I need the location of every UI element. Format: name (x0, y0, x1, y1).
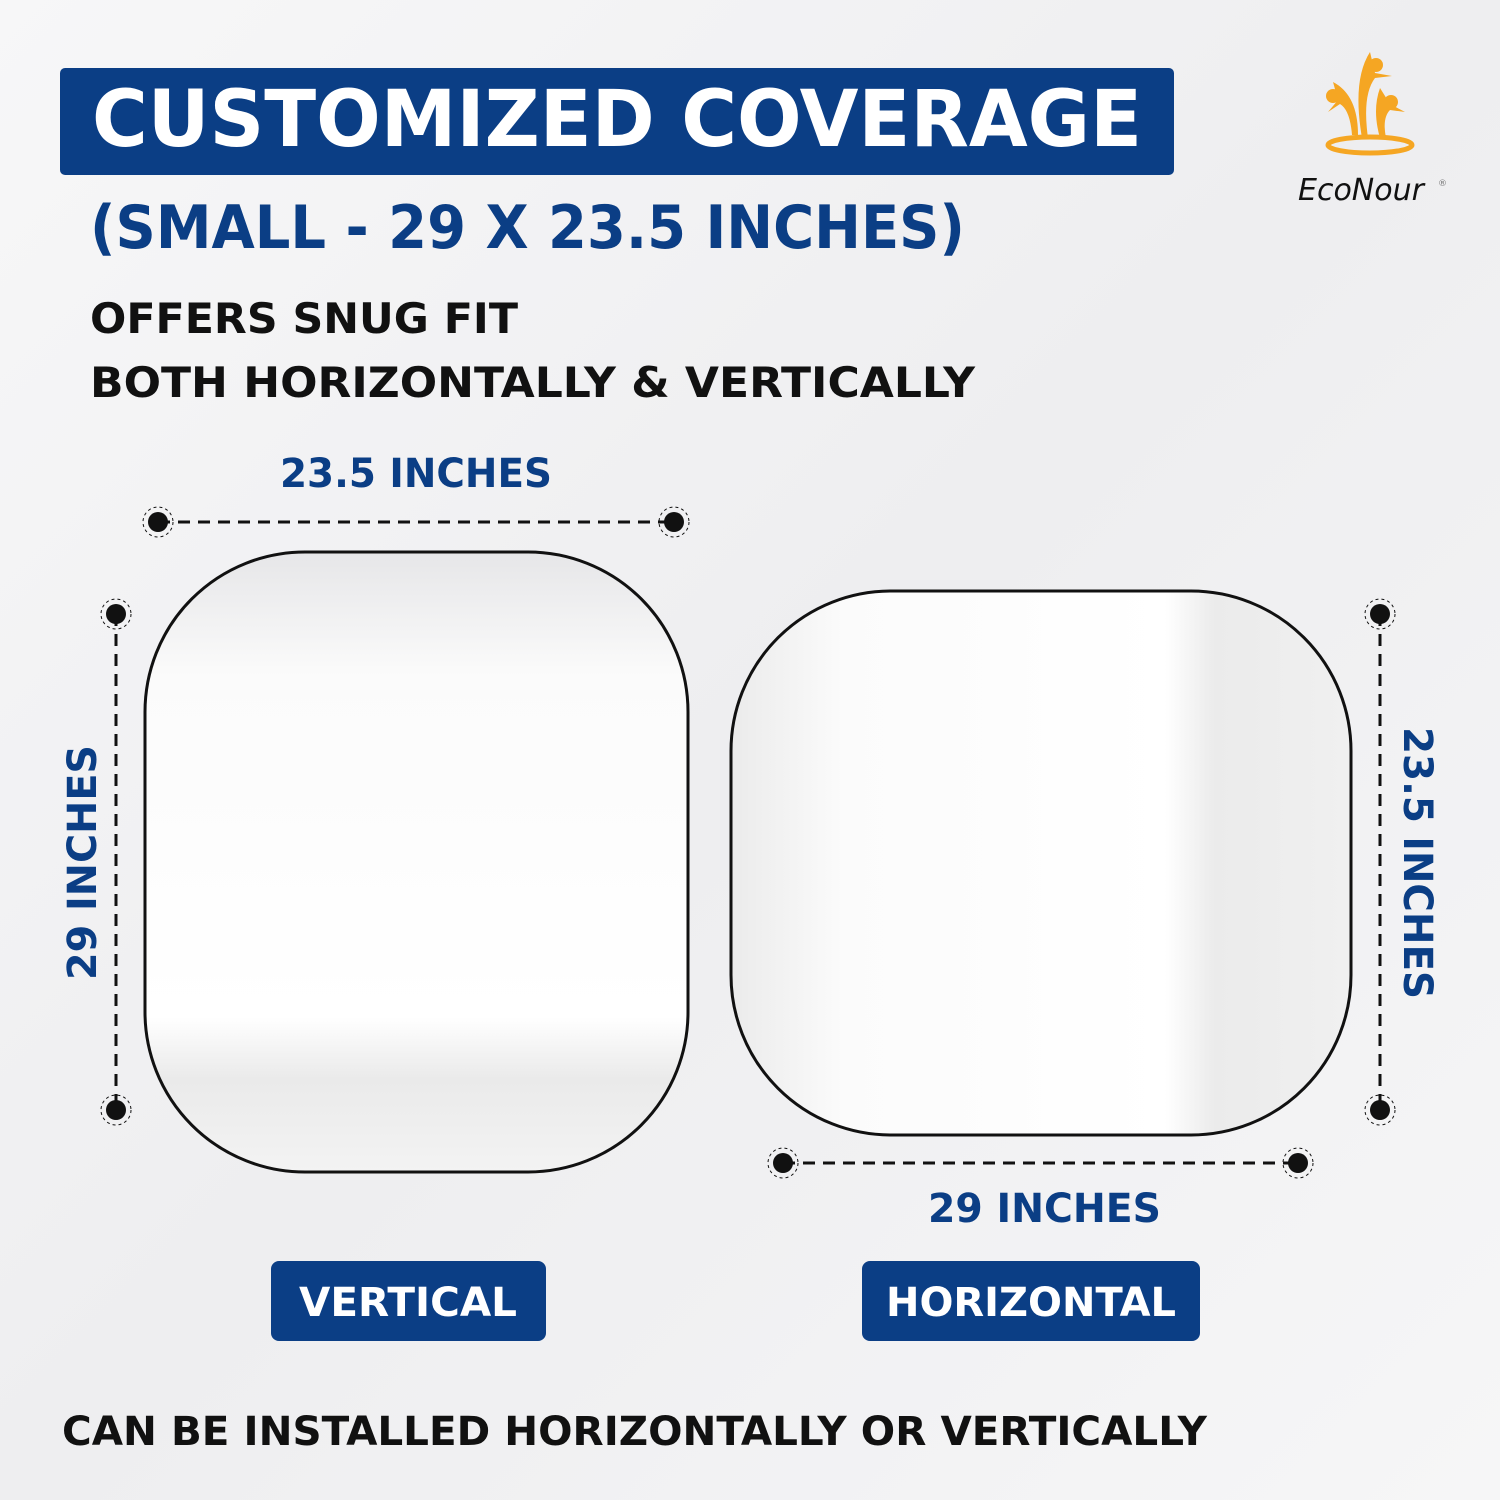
page-subtitle: (SMALL - 29 X 23.5 INCHES) (90, 193, 965, 263)
logo-brand-text: EcoNour (1298, 173, 1426, 208)
vertical-badge-label: VERTICAL (299, 1280, 517, 1326)
vertical-height-dimension-line (100, 598, 132, 1126)
three-people-logo-icon (1325, 52, 1415, 156)
vertical-width-dimension-line (142, 506, 690, 538)
horizontal-height-label: 23.5 INCHES (1394, 727, 1440, 999)
horizontal-badge (862, 1261, 1200, 1341)
vertical-height-label: 29 INCHES (60, 745, 106, 980)
page-title: CUSTOMIZED COVERAGE (92, 75, 1142, 165)
horizontal-sunshade-panel (729, 589, 1353, 1137)
vertical-badge (271, 1261, 546, 1341)
tagline-line-2: BOTH HORIZONTALLY & VERTICALLY (90, 358, 976, 407)
vertical-width-label: 23.5 INCHES (280, 451, 552, 497)
footer-note: CAN BE INSTALLED HORIZONTALLY OR VERTICA… (62, 1409, 1208, 1455)
title-banner (60, 68, 1174, 175)
horizontal-height-dimension-line (1364, 598, 1396, 1126)
tagline-line-1: OFFERS SNUG FIT (90, 294, 518, 343)
logo-registered-mark: ® (1438, 179, 1447, 189)
horizontal-width-label: 29 INCHES (928, 1186, 1161, 1232)
vertical-sunshade-panel (143, 550, 690, 1174)
horizontal-badge-label: HORIZONTAL (886, 1280, 1176, 1326)
horizontal-width-dimension-line (767, 1147, 1314, 1179)
